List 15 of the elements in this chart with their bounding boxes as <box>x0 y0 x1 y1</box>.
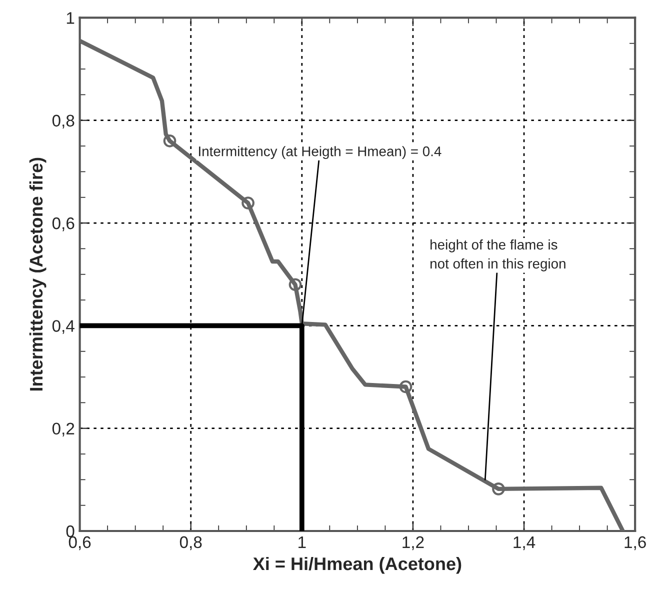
x-tick-label: 1,2 <box>402 536 424 550</box>
x-tick-label: 1,4 <box>514 536 536 550</box>
x-tick-label: 1 <box>298 536 306 548</box>
x-tick-label: 1,6 <box>624 536 646 550</box>
annotation: height of the flame is not often in this region <box>430 239 566 272</box>
x-axis-title: Xi = Hi/Hmean (Acetone) <box>253 556 462 574</box>
y-tick-label: 0 <box>66 525 74 538</box>
x-tick-label: 0,8 <box>180 536 202 550</box>
y-tick-label: 0,8 <box>52 114 74 129</box>
y-axis-title: Intermittency (Acetone fire) <box>29 158 46 391</box>
y-tick-label: 0,4 <box>52 320 74 334</box>
y-tick-label: 1 <box>66 12 74 24</box>
y-tick-label: 0,2 <box>52 422 74 437</box>
y-tick-label: 0,6 <box>52 217 74 232</box>
annotation: Intermittency (at Heigth = Hmean) = 0.4 <box>199 146 442 160</box>
